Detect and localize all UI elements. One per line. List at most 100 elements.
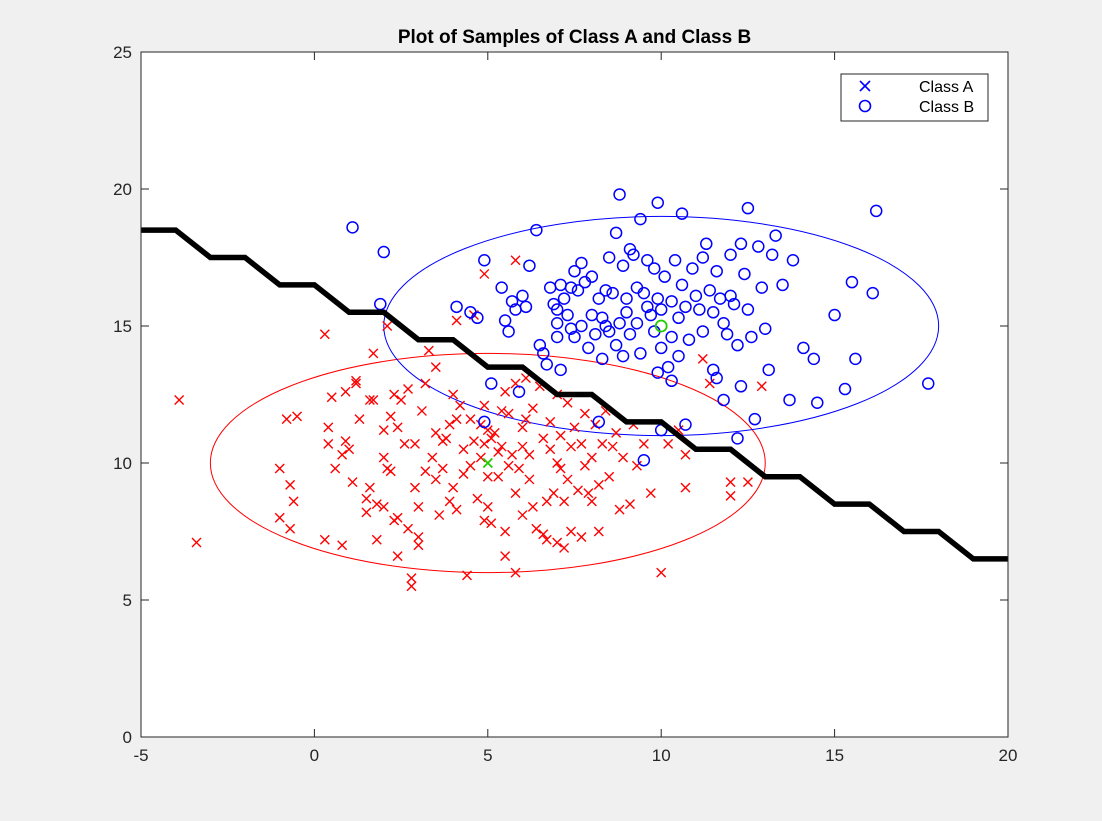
class-a-point — [520, 414, 531, 425]
x-axis-ticks: -5 0 5 10 15 20 — [133, 52, 1017, 765]
class-b-points — [346, 188, 935, 467]
class-a-point — [392, 512, 403, 523]
class-a-point — [559, 542, 570, 553]
class-a-point — [361, 493, 372, 504]
class-a-point — [368, 348, 379, 359]
x-tick-label: 15 — [825, 746, 844, 765]
class-a-point — [541, 496, 552, 507]
class-b-point — [672, 349, 685, 363]
class-a-point — [364, 482, 375, 493]
y-tick-label: 10 — [113, 454, 132, 473]
class-a-point — [507, 449, 518, 460]
class-b-point — [758, 322, 772, 335]
class-b-point — [828, 308, 841, 322]
class-a-point — [514, 463, 525, 474]
class-b-point — [755, 281, 769, 294]
class-b-point — [741, 201, 755, 215]
class-b-point — [849, 352, 862, 366]
class-b-point — [568, 330, 581, 344]
class-b-point — [471, 311, 484, 325]
class-b-point — [648, 262, 661, 275]
class-a-point — [444, 496, 455, 507]
class-b-point — [769, 229, 782, 242]
class-b-point — [641, 253, 654, 267]
class-b-point — [613, 317, 626, 330]
class-a-point — [593, 479, 604, 490]
class-b-point — [602, 325, 616, 338]
class-a-point — [562, 397, 573, 408]
class-b-point — [602, 251, 616, 264]
class-a-point — [399, 438, 410, 449]
axes-box — [140, 51, 1009, 738]
class-b-point — [706, 306, 720, 319]
class-a-point — [756, 381, 767, 392]
class-a-point — [496, 441, 507, 452]
class-a-point — [396, 394, 407, 405]
class-a-point — [406, 573, 417, 584]
class-b-point — [654, 341, 668, 355]
class-a-point — [288, 496, 299, 507]
chart-title: Plot of Samples of Class A and Class B — [398, 27, 751, 48]
class-a-point — [614, 504, 625, 515]
class-a-point — [371, 499, 382, 510]
class-b-point — [550, 330, 564, 344]
class-b-point — [665, 374, 678, 388]
class-b-point — [710, 371, 723, 385]
class-b-point — [616, 349, 630, 363]
class-b-point — [783, 393, 796, 407]
class-a-point — [451, 504, 462, 515]
class-a-point — [455, 400, 466, 411]
class-a-point — [385, 466, 396, 477]
class-a-point — [340, 386, 351, 397]
class-b-point — [672, 311, 685, 325]
class-b-point — [533, 338, 547, 352]
class-a-point — [704, 378, 715, 389]
class-a-point — [274, 512, 285, 523]
class-b-point — [530, 223, 543, 237]
class-a-point — [486, 433, 497, 444]
class-a-point — [174, 394, 185, 405]
class-a-point — [576, 531, 587, 542]
y-tick-label: 20 — [113, 180, 132, 199]
class-b-point — [866, 286, 879, 300]
class-b-point — [762, 363, 775, 377]
decision-boundary-line — [141, 227, 1008, 562]
class-b-point — [710, 264, 723, 278]
class-a-point — [572, 485, 583, 496]
class-a-point — [351, 375, 362, 386]
class-a-point — [604, 471, 615, 482]
class-a-point — [517, 422, 528, 433]
class-a-point — [569, 422, 580, 433]
class-a-point — [274, 463, 285, 474]
class-a-point — [389, 389, 400, 400]
class-a-point — [500, 386, 511, 397]
class-a-point — [593, 526, 604, 537]
class-a-mean-point — [482, 457, 493, 469]
class-a-point — [725, 477, 736, 488]
legend-marker-class-a — [859, 80, 871, 92]
class-a-point — [326, 392, 337, 403]
class-a-point — [465, 460, 476, 471]
class-a-point — [545, 444, 556, 455]
class-b-point — [689, 289, 703, 303]
class-a-point — [566, 526, 577, 537]
class-a-point — [576, 438, 587, 449]
class-a-point — [493, 471, 504, 482]
class-a-point — [555, 430, 566, 441]
y-tick-label: 0 — [123, 728, 132, 747]
class-a-point — [548, 488, 559, 499]
class-b-point — [478, 253, 491, 267]
class-a-point — [451, 315, 462, 326]
class-a-point — [493, 447, 504, 458]
x-tick-label: -5 — [133, 746, 148, 765]
class-a-point — [479, 515, 490, 526]
class-b-point — [623, 327, 637, 341]
class-b-point — [658, 270, 671, 283]
class-b-point — [797, 341, 810, 355]
class-b-point — [661, 360, 675, 374]
class-a-point — [579, 408, 590, 419]
y-tick-label: 25 — [113, 43, 132, 62]
class-a-point — [385, 411, 396, 422]
class-b-point — [505, 295, 519, 308]
decision-boundary-layer — [141, 227, 1008, 562]
